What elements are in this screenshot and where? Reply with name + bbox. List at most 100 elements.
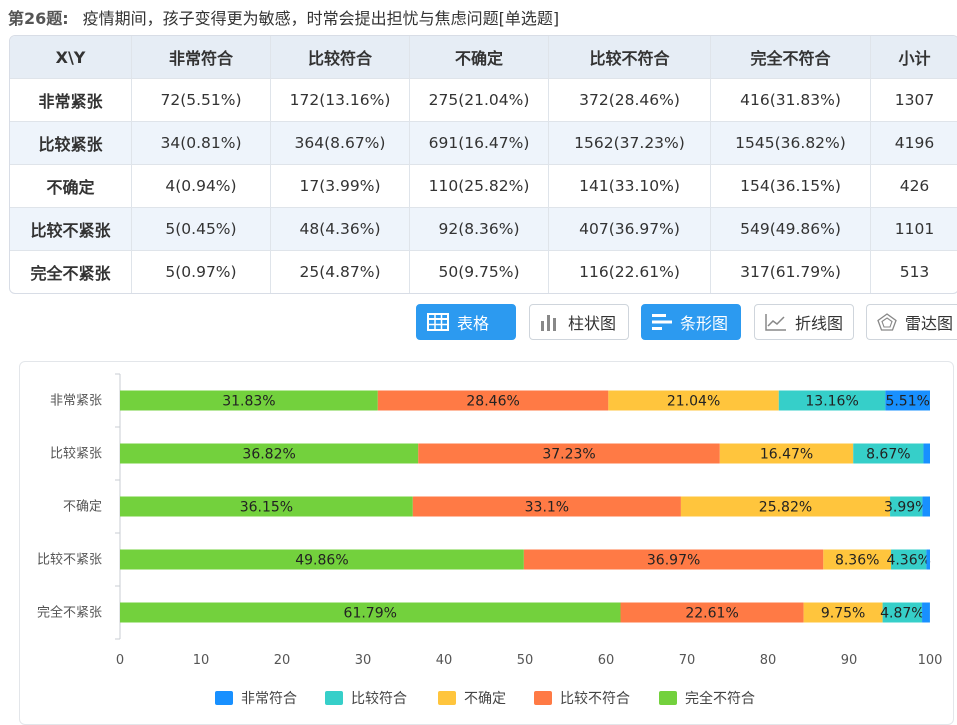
data-label: 5.51% bbox=[885, 394, 929, 410]
legend-swatch bbox=[325, 691, 343, 705]
category-label: 比较不紧张 bbox=[37, 553, 102, 568]
bar-chart-button[interactable]: 柱状图 bbox=[529, 304, 629, 340]
data-label: 25.82% bbox=[759, 500, 812, 516]
data-label: 16.47% bbox=[760, 447, 813, 463]
bar-segment bbox=[680, 496, 891, 517]
table-cell: 154(36.15%) bbox=[711, 165, 871, 208]
line-chart-button[interactable]: 折线图 bbox=[754, 304, 854, 340]
bar-segment bbox=[922, 496, 930, 517]
x-tick-label: 70 bbox=[679, 653, 696, 668]
row-label: 完全不紧张 bbox=[10, 251, 132, 293]
table-cell: 17(3.99%) bbox=[271, 165, 410, 208]
table-cell: 275(21.04%) bbox=[410, 79, 549, 122]
table-cell: 72(5.51%) bbox=[132, 79, 271, 122]
x-tick-label: 0 bbox=[116, 653, 124, 668]
category-label: 不确定 bbox=[63, 500, 102, 515]
header-cell: 不确定 bbox=[410, 36, 549, 79]
line-chart-icon bbox=[765, 314, 786, 331]
table-cell: 364(8.67%) bbox=[271, 122, 410, 165]
legend-swatch bbox=[438, 691, 456, 705]
legend-label: 比较不符合 bbox=[560, 691, 630, 707]
table-cell: 5(0.97%) bbox=[132, 251, 271, 293]
bar-segment bbox=[620, 602, 804, 623]
radar-chart-icon bbox=[877, 313, 897, 331]
data-label: 37.23% bbox=[542, 447, 595, 463]
table-cell: 50(9.75%) bbox=[410, 251, 549, 293]
data-label: 61.79% bbox=[344, 606, 397, 622]
table-cell: 691(16.47%) bbox=[410, 122, 549, 165]
x-tick-label: 90 bbox=[841, 653, 858, 668]
data-label: 13.16% bbox=[805, 394, 858, 410]
horizontal-bar-button[interactable]: 条形图 bbox=[641, 304, 741, 340]
bar-segment bbox=[418, 443, 720, 464]
row-label: 非常紧张 bbox=[10, 79, 132, 122]
bar-chart-icon bbox=[541, 315, 556, 331]
table-cell: 4196 bbox=[871, 122, 957, 165]
table-cell: 116(22.61%) bbox=[549, 251, 711, 293]
x-tick-label: 50 bbox=[517, 653, 534, 668]
button-label: 柱状图 bbox=[568, 314, 617, 333]
radar-chart-button[interactable]: 雷达图 bbox=[866, 304, 957, 340]
table-cell: 25(4.87%) bbox=[271, 251, 410, 293]
bar-segment bbox=[120, 443, 419, 464]
data-label: 28.46% bbox=[466, 394, 519, 410]
bar-segment bbox=[926, 549, 930, 570]
data-label: 31.83% bbox=[222, 394, 275, 410]
bar-segment bbox=[412, 496, 681, 517]
question-text: 疫情期间，孩子变得更为敏感，时常会提出担忧与焦虑问题[单选题] bbox=[82, 9, 560, 28]
button-label: 表格 bbox=[457, 314, 490, 333]
legend-label: 不确定 bbox=[464, 691, 506, 707]
legend-swatch bbox=[215, 691, 233, 705]
table-row: 比较不紧张 5(0.45%) 48(4.36%) 92(8.36%) 407(3… bbox=[10, 208, 957, 251]
header-cell: 比较符合 bbox=[271, 36, 410, 79]
bar-segment bbox=[120, 602, 621, 623]
table-cell: 549(49.86%) bbox=[711, 208, 871, 251]
table-cell: 48(4.36%) bbox=[271, 208, 410, 251]
table-cell: 1562(37.23%) bbox=[549, 122, 711, 165]
x-tick-label: 20 bbox=[274, 653, 291, 668]
bar-segment bbox=[922, 602, 930, 623]
table-cell: 4(0.94%) bbox=[132, 165, 271, 208]
data-label: 33.1% bbox=[525, 500, 569, 516]
bar-segment bbox=[885, 390, 930, 411]
table-row: 非常紧张 72(5.51%) 172(13.16%) 275(21.04%) 3… bbox=[10, 79, 957, 122]
crosstab-table: X\Y 非常符合 比较符合 不确定 比较不符合 完全不符合 小计 非常紧张 72… bbox=[9, 35, 957, 294]
horizontal-bar-icon bbox=[652, 314, 672, 330]
table-cell: 1545(36.82%) bbox=[711, 122, 871, 165]
table-cell: 92(8.36%) bbox=[410, 208, 549, 251]
x-tick-label: 80 bbox=[760, 653, 777, 668]
table-view-button[interactable]: 表格 bbox=[416, 304, 516, 340]
bar-segment bbox=[778, 390, 886, 411]
x-tick-label: 100 bbox=[918, 653, 943, 668]
table-cell: 416(31.83%) bbox=[711, 79, 871, 122]
table-cell: 1307 bbox=[871, 79, 957, 122]
bar-segment bbox=[891, 549, 927, 570]
data-label: 36.97% bbox=[647, 553, 700, 569]
table-header-row: X\Y 非常符合 比较符合 不确定 比较不符合 完全不符合 小计 bbox=[10, 36, 957, 79]
data-label: 4.87% bbox=[880, 606, 924, 622]
bar-segment bbox=[377, 390, 609, 411]
table-cell: 5(0.45%) bbox=[132, 208, 271, 251]
table-row: 不确定 4(0.94%) 17(3.99%) 110(25.82%) 141(3… bbox=[10, 165, 957, 208]
data-label: 3.99% bbox=[884, 500, 928, 516]
x-tick-label: 10 bbox=[193, 653, 210, 668]
row-label: 比较不紧张 bbox=[10, 208, 132, 251]
table-cell: 110(25.82%) bbox=[410, 165, 549, 208]
button-label: 条形图 bbox=[680, 314, 729, 333]
category-label: 比较紧张 bbox=[50, 447, 102, 462]
bar-segment bbox=[120, 390, 378, 411]
legend-label: 比较符合 bbox=[351, 691, 407, 707]
data-label: 8.67% bbox=[866, 447, 910, 463]
bar-segment bbox=[882, 602, 923, 623]
data-label: 9.75% bbox=[821, 606, 865, 622]
legend-label: 非常符合 bbox=[241, 691, 297, 707]
table-cell: 141(33.10%) bbox=[549, 165, 711, 208]
data-label: 21.04% bbox=[667, 394, 720, 410]
header-cell: 非常符合 bbox=[132, 36, 271, 79]
table-cell: 513 bbox=[899, 263, 930, 281]
category-label: 非常紧张 bbox=[50, 394, 102, 409]
table-cell: 426 bbox=[871, 165, 957, 208]
data-label: 36.82% bbox=[242, 447, 295, 463]
bar-segment bbox=[890, 496, 923, 517]
data-label: 4.36% bbox=[886, 553, 930, 569]
